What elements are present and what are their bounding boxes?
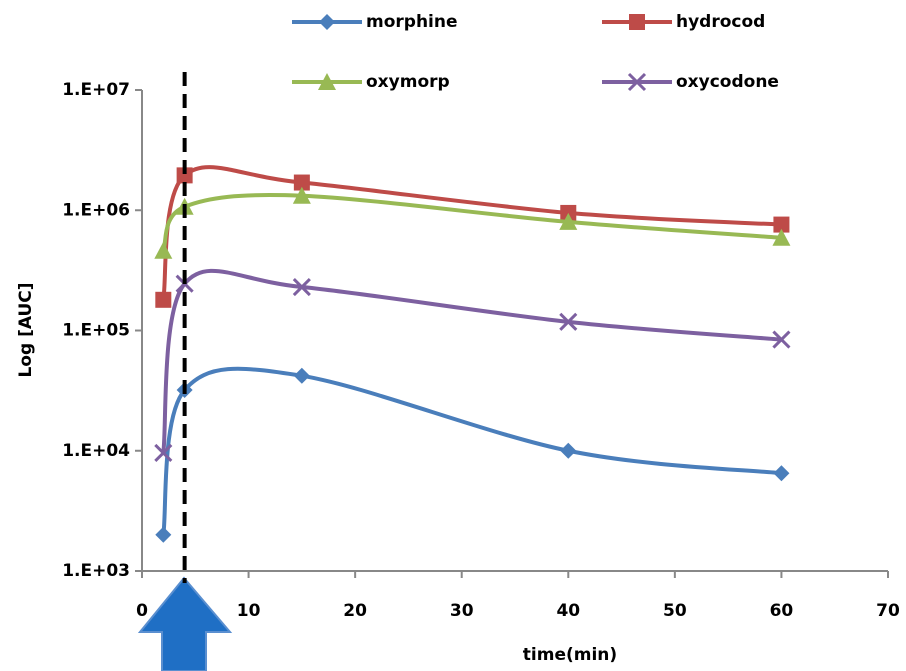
legend-label: hydrocod — [676, 12, 765, 32]
marker — [560, 442, 577, 459]
y-tick-label: 1.E+05 — [62, 321, 130, 341]
y-tick-label: 1.E+06 — [62, 200, 130, 220]
legend-marker — [627, 72, 647, 92]
series-line — [161, 165, 782, 301]
marker — [559, 212, 578, 230]
y-tick-label: 1.E+03 — [62, 561, 130, 581]
legend-marker — [318, 73, 336, 90]
marker — [559, 312, 578, 331]
marker — [292, 186, 311, 204]
x-tick-label: 70 — [876, 601, 900, 621]
x-tick-label: 50 — [663, 601, 687, 621]
x-tick-label: 10 — [237, 601, 261, 621]
y-tick-label: 1.E+07 — [62, 80, 130, 100]
marker — [773, 216, 790, 233]
x-tick-label: 20 — [343, 601, 367, 621]
series-line — [161, 268, 782, 454]
marker — [773, 465, 790, 482]
legend-label: oxymorp — [366, 72, 450, 92]
x-axis-label: time(min) — [523, 645, 617, 665]
y-axis-label: Log [AUC] — [16, 282, 36, 377]
x-tick-label: 40 — [556, 601, 580, 621]
series-line — [161, 366, 782, 536]
marker — [293, 367, 310, 384]
legend-label: morphine — [366, 12, 458, 32]
marker — [155, 291, 172, 308]
marker — [772, 228, 791, 246]
marker — [292, 277, 311, 297]
legend-marker — [629, 14, 645, 30]
marker — [155, 526, 172, 543]
arrow — [137, 576, 233, 671]
marker — [176, 167, 193, 184]
legend-label: oxycodone — [676, 72, 779, 92]
x-tick-label: 0 — [136, 601, 148, 621]
marker — [154, 241, 173, 259]
marker — [293, 174, 310, 191]
legend-marker — [319, 14, 335, 30]
marker — [772, 330, 791, 349]
y-tick-label: 1.E+04 — [62, 441, 130, 461]
x-tick-label: 60 — [770, 601, 794, 621]
x-tick-label: 30 — [450, 601, 474, 621]
marker — [154, 443, 173, 462]
